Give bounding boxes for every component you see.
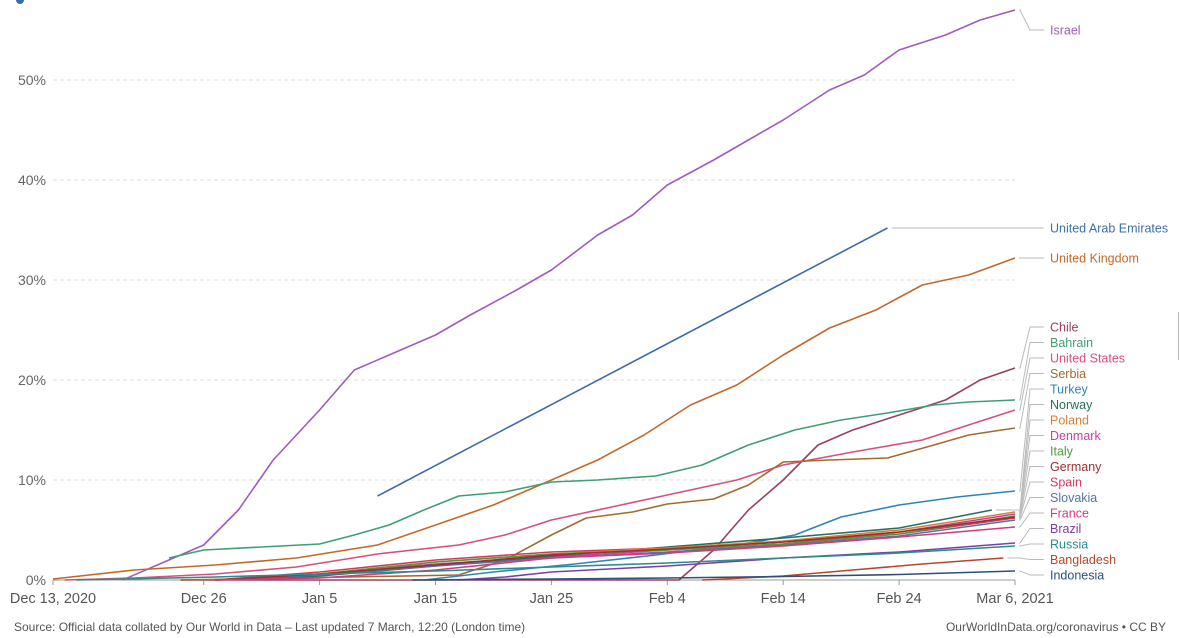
series-label: Brazil: [1050, 522, 1081, 536]
label-connector: [1019, 435, 1044, 515]
series-line: [215, 516, 1016, 581]
series-line: [458, 542, 1016, 581]
series-label: Italy: [1050, 445, 1074, 459]
label-connector: [1019, 388, 1044, 492]
axes: 0% 10% 20% 30% 40% 50% Dec 13, 2020 Dec 26 Jan 5…: [10, 72, 1054, 607]
y-tick-label: 40%: [18, 172, 46, 188]
source-note: Source: Official data collated by Our Wo…: [14, 620, 526, 634]
series-line: [52, 257, 1016, 580]
label-connector: [995, 404, 1044, 511]
series-lines: [52, 9, 1016, 581]
x-tick-label: Jan 5: [302, 591, 337, 607]
series-line: [215, 526, 1016, 581]
x-tick-label: Feb 24: [877, 591, 922, 607]
series-label: United Kingdom: [1050, 252, 1139, 266]
series-label: United States: [1050, 352, 1125, 366]
series-label: United Arab Emirates: [1050, 222, 1168, 236]
series-label: Bangladesh: [1050, 553, 1116, 567]
x-tick-label: Dec 13, 2020: [10, 591, 96, 607]
y-tick-label: 50%: [18, 72, 46, 88]
x-tick-label: Feb 14: [761, 591, 806, 607]
label-connector: [1019, 543, 1044, 547]
series-label: Germany: [1050, 460, 1102, 474]
label-connector: [1019, 481, 1044, 519]
y-tick-label: 0%: [26, 572, 46, 588]
series-label: Bahrain: [1050, 336, 1093, 350]
series-label: Poland: [1050, 414, 1089, 428]
x-tick-label: Feb 4: [649, 591, 686, 607]
label-connector: [1019, 357, 1044, 411]
y-tick-label: 30%: [18, 272, 46, 288]
top-dot-icon: [16, 0, 24, 4]
label-connector: [1019, 419, 1044, 513]
x-tick-label: Mar 6, 2021: [976, 591, 1053, 607]
x-tick-label: Dec 26: [181, 591, 227, 607]
series-label: France: [1050, 507, 1089, 521]
label-connector: [1019, 497, 1044, 521]
series-line: [168, 399, 1016, 559]
label-connector: [1019, 450, 1044, 517]
series-line: [122, 9, 1016, 581]
credit-link[interactable]: OurWorldInData.org/coronavirus • CC BY: [945, 620, 1166, 634]
label-connector: [1019, 9, 1044, 31]
series-line: [180, 427, 1016, 581]
series-label: Norway: [1050, 398, 1093, 412]
series-line: [64, 409, 1016, 581]
label-connector: [1019, 466, 1044, 518]
series-label: Slovakia: [1050, 491, 1097, 505]
series-label: Serbia: [1050, 367, 1086, 381]
label-connector: [1019, 528, 1044, 544]
series-label: Russia: [1050, 538, 1088, 552]
y-tick-label: 20%: [18, 372, 46, 388]
label-connector: [1019, 570, 1044, 576]
y-tick-label: 10%: [18, 472, 46, 488]
series-labels: Israel United Arab Emirates United Kingdom…: [891, 9, 1168, 583]
series-label: Denmark: [1050, 429, 1101, 443]
label-connector: [1019, 326, 1044, 369]
series-label: Indonesia: [1050, 569, 1104, 583]
series-label: Israel: [1050, 24, 1081, 38]
series-line: [76, 545, 1016, 581]
series-label: Spain: [1050, 476, 1082, 490]
x-tick-label: Jan 15: [414, 591, 458, 607]
series-label: Chile: [1050, 321, 1079, 335]
series-line: [215, 517, 1016, 581]
x-tick-label: Jan 25: [530, 591, 574, 607]
series-line: [412, 570, 1016, 581]
series-line: [423, 490, 1016, 581]
label-connector: [1019, 373, 1044, 429]
scroll-indicator: [1178, 312, 1179, 360]
label-connector: [1019, 342, 1044, 401]
series-line: [377, 227, 888, 497]
series-label: Turkey: [1050, 383, 1088, 397]
label-connector: [1007, 557, 1044, 560]
label-connector: [1019, 512, 1044, 528]
series-line: [180, 367, 1016, 581]
